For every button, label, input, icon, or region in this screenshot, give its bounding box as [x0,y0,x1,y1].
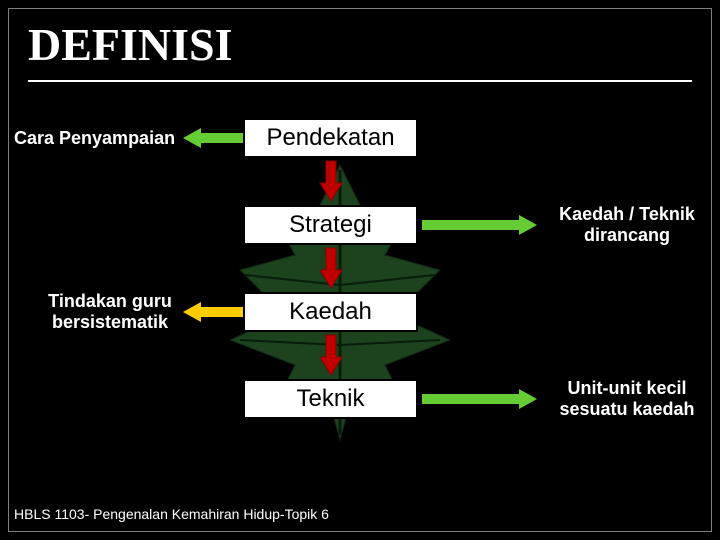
box-text: Pendekatan [266,124,394,152]
label-kaedah-teknik-dirancang: Kaedah / Teknik dirancang [542,204,712,246]
label-line1: Unit-unit kecil [567,378,686,398]
arrow-left-icon [183,302,243,322]
box-teknik: Teknik [243,379,418,419]
title-underline [28,80,692,82]
label-line2: sesuatu kaedah [559,399,694,419]
label-unit-unit-kecil: Unit-unit kecil sesuatu kaedah [542,378,712,420]
box-text: Kaedah [289,298,372,326]
label-text: Cara Penyampaian [14,128,175,148]
label-line1: Kaedah / Teknik [559,204,695,224]
label-tindakan-guru: Tindakan guru bersistematik [30,291,190,333]
arrow-right-icon [422,389,537,409]
label-line1: Tindakan guru [48,291,172,311]
footer-text: HBLS 1103- Pengenalan Kemahiran Hidup-To… [14,506,329,522]
page-title: DEFINISI [28,18,233,71]
box-strategi: Strategi [243,205,418,245]
arrow-down-icon [318,246,344,290]
label-cara-penyampaian: Cara Penyampaian [14,128,194,149]
arrow-right-icon [422,215,537,235]
arrow-down-icon [318,159,344,203]
arrow-down-icon [318,333,344,377]
arrow-left-icon [183,128,243,148]
label-line2: bersistematik [52,312,168,332]
box-text: Teknik [296,385,364,413]
label-line2: dirancang [584,225,670,245]
box-kaedah: Kaedah [243,292,418,332]
box-text: Strategi [289,211,372,239]
box-pendekatan: Pendekatan [243,118,418,158]
